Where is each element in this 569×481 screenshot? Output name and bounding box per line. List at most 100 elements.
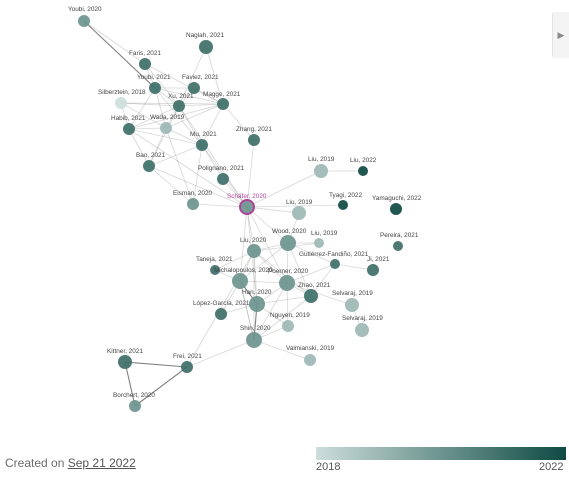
created-prefix: Created on: [5, 456, 65, 470]
graph-node-label: Frei, 2021: [173, 353, 202, 360]
graph-node-label: Wood, 2020: [272, 228, 307, 235]
graph-edge: [334, 263, 374, 271]
created-date-link[interactable]: Sep 21 2022: [67, 456, 136, 470]
graph-node[interactable]: [173, 100, 185, 112]
graph-node-label: Liu, 2019: [286, 199, 313, 206]
graph-edge: [128, 128, 203, 146]
graph-edge: [239, 206, 248, 282]
graph-node-label: Xu, 2021: [168, 93, 194, 100]
graph-edge: [148, 144, 203, 167]
graph-node-label: Nguyen, 2019: [270, 312, 310, 319]
graph-node[interactable]: [217, 173, 229, 185]
graph-node-label: Schäfer, 2020: [227, 193, 267, 200]
edges-layer: [83, 20, 374, 407]
graph-node[interactable]: [217, 98, 229, 110]
graph-edge: [154, 87, 203, 146]
graph-node[interactable]: [160, 122, 172, 134]
graph-node-label: Pereira, 2021: [380, 232, 419, 239]
graph-node[interactable]: [282, 320, 294, 332]
graph-node[interactable]: [393, 241, 403, 251]
graph-node[interactable]: [129, 400, 141, 412]
graph-edge: [128, 128, 248, 208]
graph-node[interactable]: [355, 323, 369, 337]
graph-node-label: López-García, 2021: [193, 300, 250, 307]
graph-edge: [286, 282, 353, 306]
graph-node-label: Eisman, 2020: [173, 190, 213, 197]
nodes-layer: [78, 15, 403, 412]
graph-node[interactable]: [181, 361, 193, 373]
citation-graph[interactable]: Youbi, 2020 Naglah, 2021 Faris, 2021 Youbi,…: [0, 0, 569, 440]
graph-node[interactable]: [249, 296, 265, 312]
graph-node[interactable]: [314, 238, 324, 248]
graph-edge: [178, 105, 203, 146]
year-colorbar: [316, 447, 566, 460]
graph-node-label: Taneja, 2021: [196, 256, 233, 263]
side-panel-toggle[interactable]: ▶: [552, 12, 569, 58]
graph-edge: [239, 280, 255, 341]
graph-edge: [246, 206, 288, 284]
graph-node-label: Borchert, 2020: [113, 392, 155, 399]
graph-edge: [287, 242, 312, 297]
graph-edge: [246, 206, 300, 214]
graph-node[interactable]: [330, 259, 340, 269]
graph-node[interactable]: [139, 58, 151, 70]
graph-edge: [239, 242, 289, 282]
graph-node-label: Faviez, 2021: [182, 74, 219, 81]
graph-edge: [253, 250, 258, 305]
graph-edge: [120, 102, 180, 107]
graph-edge: [148, 105, 180, 167]
graph-node[interactable]: [196, 139, 208, 151]
graph-node[interactable]: [279, 275, 295, 291]
graph-node[interactable]: [280, 235, 296, 251]
graph-node[interactable]: [188, 82, 200, 94]
colorbar-min-label: 2018: [316, 461, 341, 473]
graph-node[interactable]: [149, 82, 161, 94]
graph-node-label: Liu, 2019: [308, 156, 335, 163]
graph-node[interactable]: [143, 160, 155, 172]
graph-node-label: Han, 2020: [242, 289, 272, 296]
graph-edge: [154, 87, 224, 105]
graph-edge: [128, 103, 224, 130]
graph-edge: [256, 295, 312, 305]
graph-edge: [83, 20, 156, 89]
graph-node-label: Zhao, 2021: [298, 282, 331, 289]
graph-node[interactable]: [314, 164, 328, 178]
graph-node[interactable]: [210, 265, 220, 275]
graph-edge: [201, 103, 224, 146]
graph-node[interactable]: [115, 97, 127, 109]
graph-node[interactable]: [118, 355, 132, 369]
graph-node[interactable]: [199, 40, 213, 54]
graph-edge: [186, 339, 255, 368]
graph-node[interactable]: [345, 298, 359, 312]
graph-edge: [246, 170, 322, 208]
graph-edge: [192, 203, 248, 208]
graph-edge: [128, 127, 167, 130]
graph-edge: [178, 46, 207, 107]
graph-node[interactable]: [215, 308, 227, 320]
graph-node[interactable]: [304, 289, 318, 303]
graph-node-label: Liu, 2019: [311, 230, 338, 237]
graph-node-label: Shin, 2020: [240, 325, 271, 332]
graph-node[interactable]: [367, 264, 379, 276]
graph-edge: [148, 165, 248, 208]
graph-node[interactable]: [292, 206, 306, 220]
graph-node[interactable]: [123, 123, 135, 135]
graph-node[interactable]: [247, 244, 261, 258]
graph-node[interactable]: [304, 354, 316, 366]
graph-edge: [253, 282, 288, 341]
graph-node[interactable]: [358, 166, 368, 176]
graph-node[interactable]: [78, 15, 90, 27]
graph-node[interactable]: [390, 203, 402, 215]
graph-node[interactable]: [338, 200, 348, 210]
graph-edge: [165, 103, 224, 129]
graph-node[interactable]: [239, 199, 255, 215]
graph-edge: [178, 105, 248, 208]
graph-node-label: Selvaraj, 2019: [332, 290, 373, 297]
graph-node[interactable]: [232, 273, 248, 289]
graph-node[interactable]: [246, 332, 262, 348]
graph-edge: [165, 127, 203, 146]
graph-node[interactable]: [187, 198, 199, 210]
graph-node[interactable]: [248, 134, 260, 146]
graph-edge: [287, 242, 336, 265]
graph-edge: [246, 204, 344, 208]
